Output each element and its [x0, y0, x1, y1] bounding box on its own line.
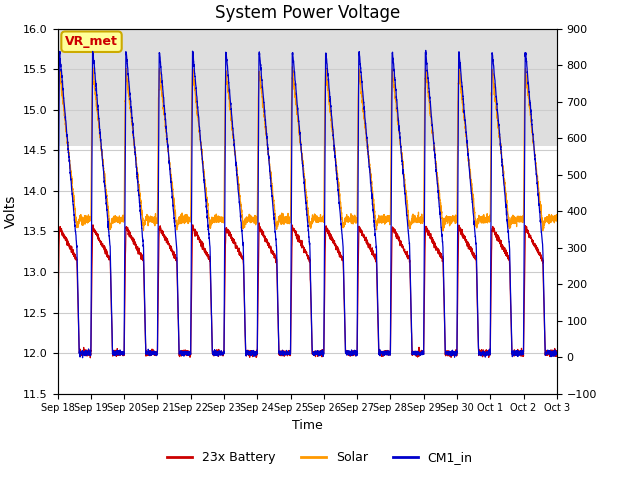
Text: VR_met: VR_met — [65, 35, 118, 48]
X-axis label: Time: Time — [292, 419, 323, 432]
Bar — [58, 29, 557, 146]
Legend: 23x Battery, Solar, CM1_in: 23x Battery, Solar, CM1_in — [163, 446, 477, 469]
Title: System Power Voltage: System Power Voltage — [214, 4, 400, 22]
Y-axis label: Volts: Volts — [4, 194, 17, 228]
